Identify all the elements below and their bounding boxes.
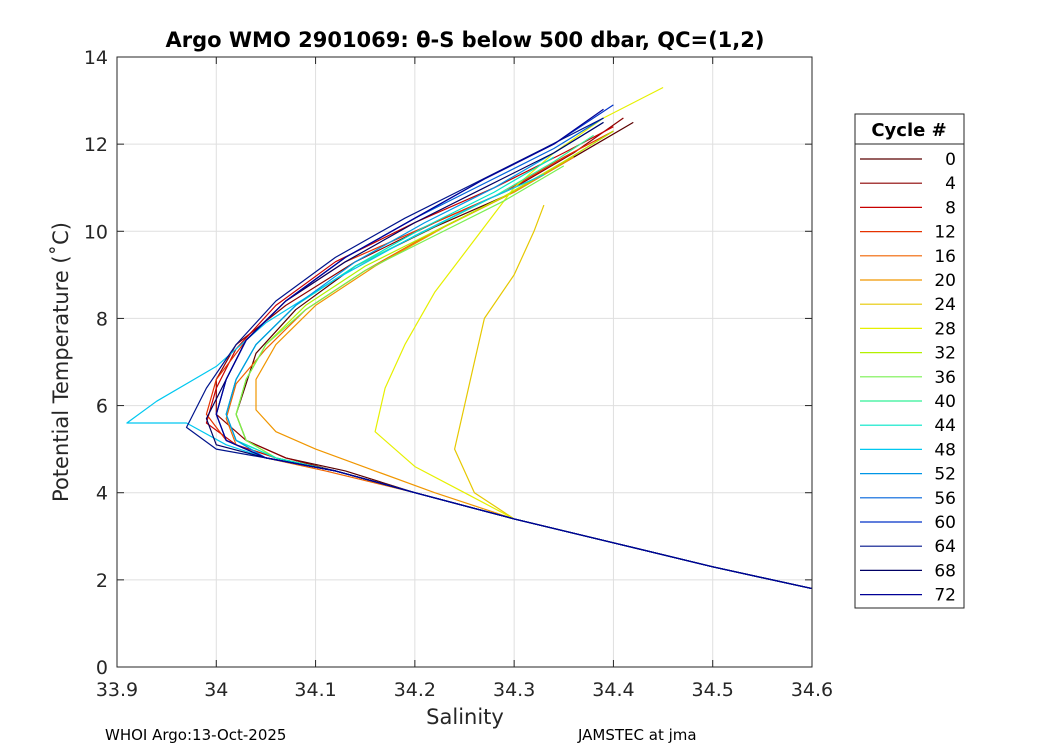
legend-label-cycle-44: 44 [934,416,956,436]
x-tick-label: 34.2 [394,679,436,701]
legend: Cycle # 04812162024283236404448525660646… [854,113,965,609]
legend-label-cycle-28: 28 [934,319,956,339]
x-tick-label: 34.1 [294,679,336,701]
legend-label-cycle-20: 20 [934,271,956,291]
series-line-cycle-28 [374,86,813,590]
series-line-cycle-24 [454,204,813,590]
legend-label-cycle-12: 12 [934,223,956,243]
grid-lines [116,56,813,668]
legend-title: Cycle # [871,120,946,141]
chart-title: Argo WMO 2901069: θ-S below 500 dbar, QC… [166,28,765,52]
series-line-cycle-0 [235,121,813,590]
legend-label-cycle-60: 60 [934,513,956,533]
y-tick-label: 6 [96,396,108,418]
x-tick-label: 34.6 [791,679,833,701]
series-line-cycle-8 [205,126,813,590]
footer-credit: JAMSTEC at jma [578,726,697,744]
x-tick-label: 34 [204,679,228,701]
legend-box [854,113,965,609]
legend-label-cycle-72: 72 [934,586,956,606]
y-tick-label: 4 [96,483,108,505]
legend-label-cycle-8: 8 [945,198,956,218]
legend-label-cycle-40: 40 [934,392,956,412]
legend-label-cycle-56: 56 [934,489,956,509]
legend-label-cycle-24: 24 [934,295,956,315]
legend-label-cycle-68: 68 [934,561,956,581]
series-line-cycle-68 [205,121,813,590]
y-tick-label: 12 [84,134,108,156]
x-axis-label: Salinity [426,705,504,729]
x-tick-label: 34.3 [493,679,535,701]
legend-label-cycle-64: 64 [934,537,956,557]
x-tick-label: 34.4 [592,679,634,701]
y-tick-label: 14 [84,47,108,69]
plot-frame [116,56,813,668]
y-tick-label: 0 [96,657,108,679]
series-line-cycle-72 [215,108,813,590]
footer-source: WHOI Argo:13-Oct-2025 [105,726,287,744]
y-tick-label: 8 [96,308,108,330]
legend-label-cycle-0: 0 [945,150,956,170]
legend-label-cycle-4: 4 [945,174,956,194]
x-tick-label: 33.9 [96,679,138,701]
legend-label-cycle-48: 48 [934,440,956,460]
axis-ticks: 33.9 34 34.1 34.2 34.3 34.4 34.5 34.6 0 2 4 6 8 10 12 1… [84,47,833,701]
series-line-cycle-12 [205,130,813,590]
legend-label-cycle-16: 16 [934,247,956,267]
data-series [126,86,813,590]
series-line-cycle-32 [235,130,813,590]
x-tick-label: 34.5 [692,679,734,701]
series-line-cycle-36 [235,165,813,590]
legend-label-cycle-32: 32 [934,344,956,364]
legend-label-cycle-52: 52 [934,465,956,485]
legend-label-cycle-36: 36 [934,368,956,388]
y-axis-label: Potential Temperature (˚C) [49,222,73,502]
series-line-cycle-44 [225,156,813,590]
y-tick-label: 10 [84,221,108,243]
y-tick-label: 2 [96,570,108,592]
